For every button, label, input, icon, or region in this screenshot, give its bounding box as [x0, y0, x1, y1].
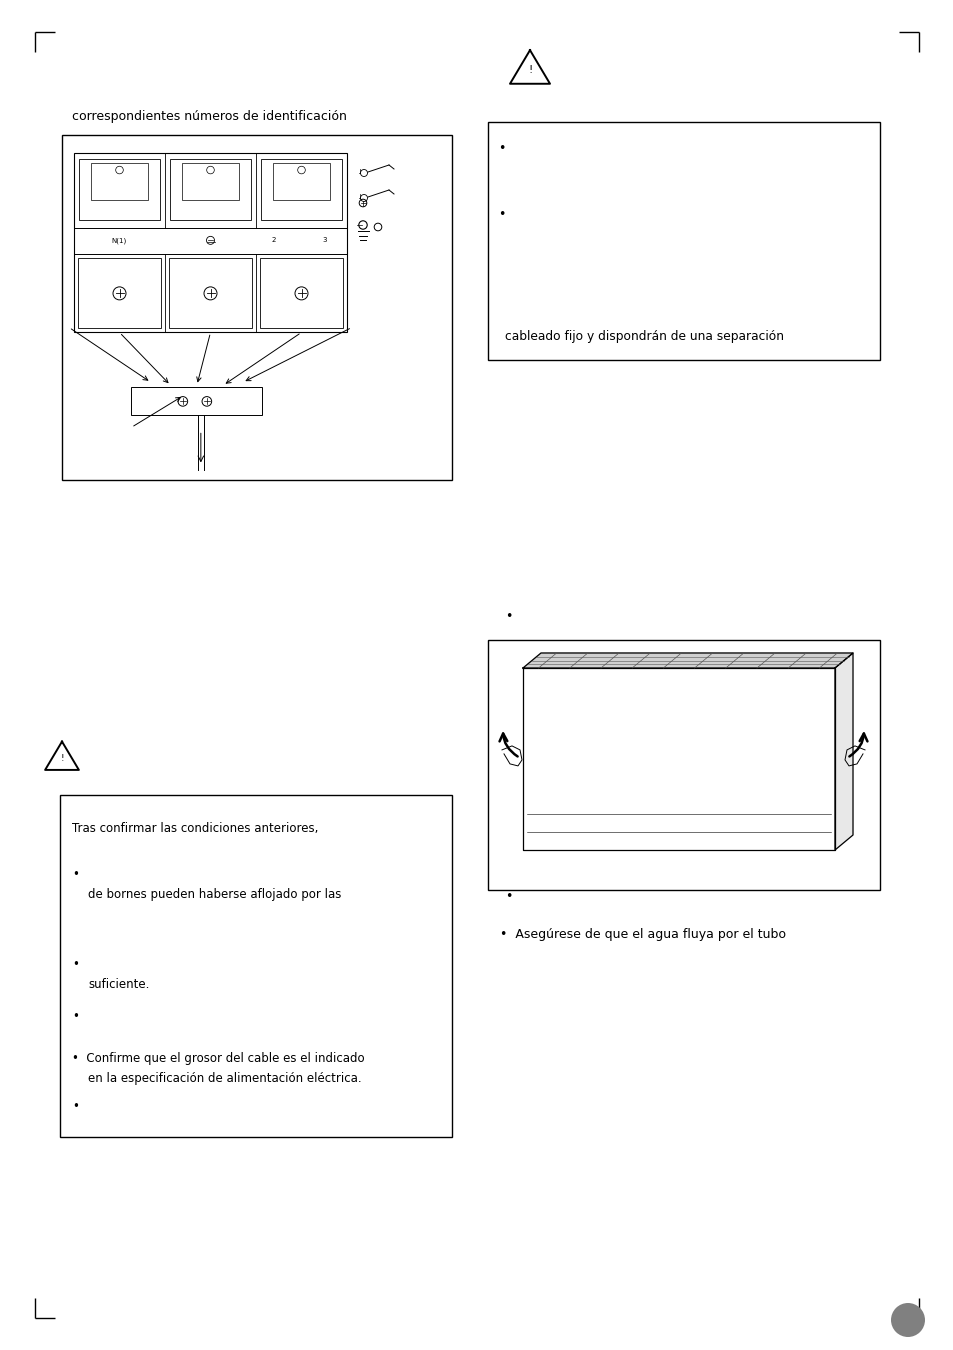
Text: 3: 3	[322, 238, 326, 243]
Bar	[170, 159, 251, 220]
Bar	[91, 163, 148, 200]
Circle shape	[294, 286, 308, 300]
Bar	[60, 795, 452, 1137]
Circle shape	[112, 286, 126, 300]
Bar	[524, 795, 832, 850]
Text: Tras confirmar las condiciones anteriores,: Tras confirmar las condiciones anteriore…	[71, 822, 318, 836]
Bar	[260, 258, 343, 328]
Text: !: !	[60, 755, 64, 763]
Text: •: •	[71, 958, 79, 971]
Text: •: •	[71, 868, 79, 882]
Bar	[132, 387, 262, 416]
Bar	[62, 135, 452, 481]
Bar	[488, 640, 879, 890]
Text: •  Confirme que el grosor del cable es el indicado: • Confirme que el grosor del cable es el…	[71, 1052, 364, 1065]
Text: correspondientes números de identificación: correspondientes números de identificaci…	[71, 109, 347, 123]
Bar	[488, 122, 879, 360]
Text: •: •	[497, 208, 505, 221]
Text: en la especificación de alimentación eléctrica.: en la especificación de alimentación elé…	[88, 1072, 361, 1085]
Bar	[74, 153, 347, 332]
Text: 2: 2	[272, 238, 276, 243]
Polygon shape	[834, 653, 852, 850]
Circle shape	[204, 286, 216, 300]
Polygon shape	[522, 668, 834, 850]
Text: •: •	[504, 610, 512, 622]
Text: cableado fijo y dispondrán de una separación: cableado fijo y dispondrán de una separa…	[504, 329, 783, 343]
Circle shape	[202, 397, 212, 406]
Text: •  Asegúrese de que el agua fluya por el tubo: • Asegúrese de que el agua fluya por el …	[499, 927, 785, 941]
Text: •: •	[71, 1010, 79, 1023]
Circle shape	[374, 223, 381, 231]
Text: •: •	[497, 142, 505, 155]
Polygon shape	[522, 653, 852, 668]
Bar	[79, 159, 160, 220]
Bar	[78, 258, 161, 328]
Bar	[169, 258, 252, 328]
Text: suficiente.: suficiente.	[88, 977, 150, 991]
Bar	[182, 163, 238, 200]
Text: N(1): N(1)	[112, 238, 127, 243]
Text: de bornes pueden haberse aflojado por las: de bornes pueden haberse aflojado por la…	[88, 888, 341, 900]
Text: !: !	[527, 65, 532, 76]
Text: •: •	[71, 1100, 79, 1112]
Bar	[273, 163, 330, 200]
Circle shape	[890, 1303, 924, 1336]
Circle shape	[178, 397, 188, 406]
Bar	[261, 159, 341, 220]
Text: •: •	[504, 890, 512, 903]
